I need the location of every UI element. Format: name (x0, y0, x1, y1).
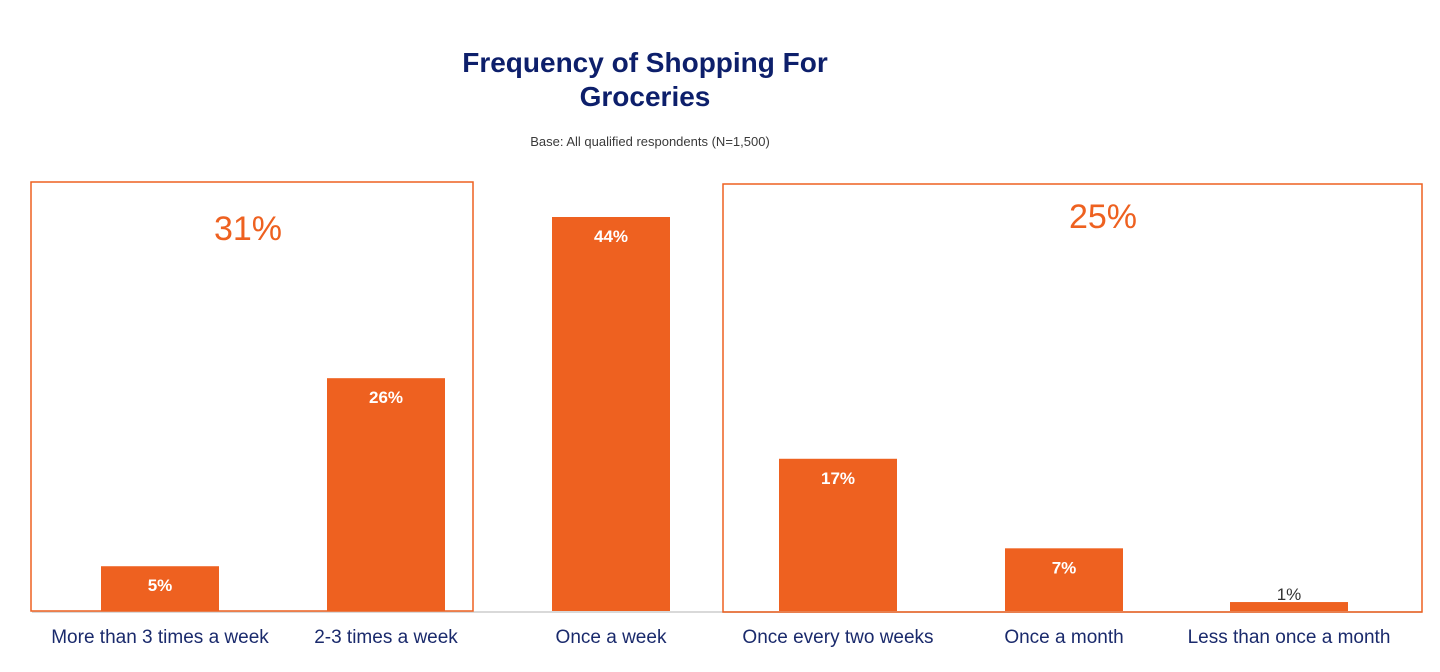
data-label: 44% (594, 227, 628, 246)
bar (552, 217, 670, 611)
bar (1005, 548, 1123, 611)
category-label: Once a month (1004, 627, 1123, 648)
bar (1230, 602, 1348, 611)
chart-subtitle: Base: All qualified respondents (N=1,500… (530, 134, 770, 149)
category-label: Less than once a month (1188, 627, 1391, 648)
category-label: More than 3 times a week (51, 627, 269, 648)
group-box (722, 183, 1423, 613)
group-box (30, 181, 474, 612)
group-total-label: 25% (1069, 198, 1137, 236)
category-label: Once a week (556, 627, 667, 648)
group-total-label: 31% (214, 210, 282, 248)
chart-title: Frequency of Shopping For Groceries (462, 47, 828, 112)
data-label: 26% (369, 388, 403, 407)
bar (101, 566, 219, 611)
bar (779, 458, 897, 611)
data-label: 1% (1277, 585, 1302, 604)
data-label: 5% (148, 576, 173, 595)
data-label: 17% (821, 469, 855, 488)
category-label: 2-3 times a week (314, 627, 458, 648)
data-label: 7% (1052, 558, 1077, 577)
category-label: Once every two weeks (742, 627, 933, 648)
bar (327, 378, 445, 611)
